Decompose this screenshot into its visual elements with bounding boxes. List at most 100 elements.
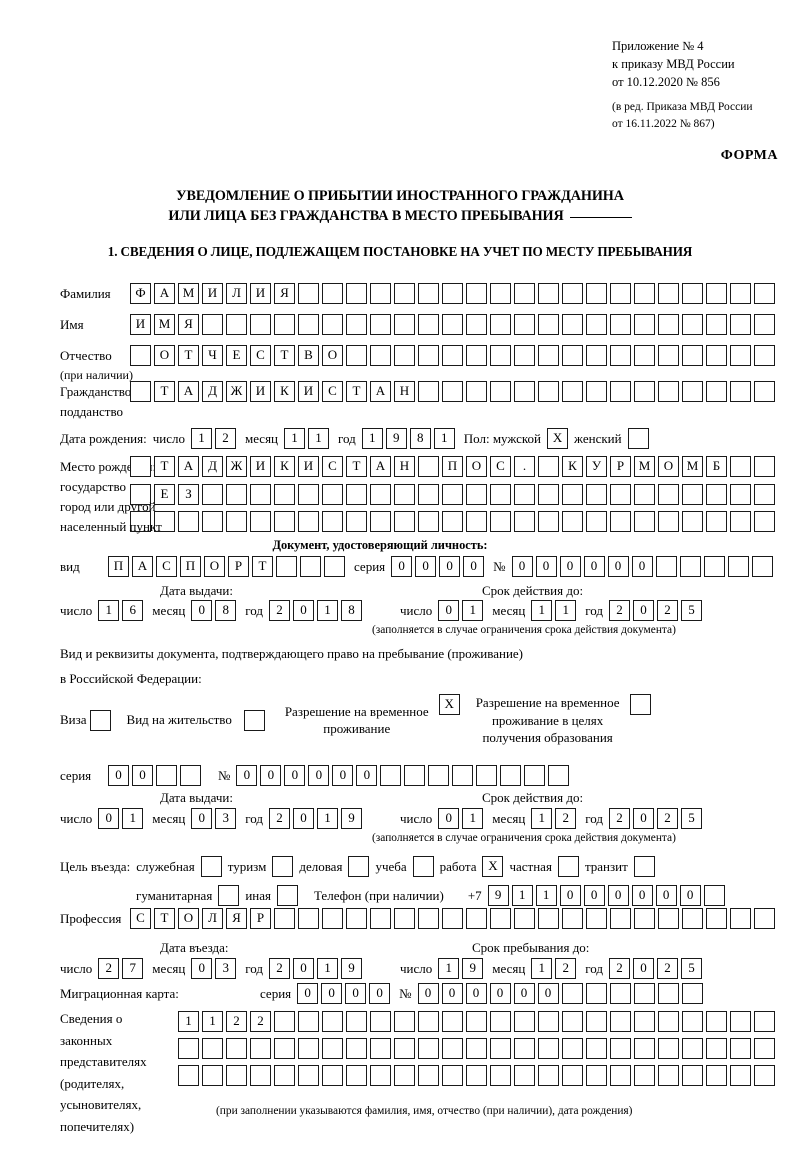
char-cell[interactable]	[442, 1038, 463, 1059]
purpose-option-checkbox[interactable]	[272, 856, 294, 877]
char-cell[interactable]: 0	[607, 556, 629, 577]
purpose-option-checkbox[interactable]	[200, 856, 222, 877]
char-cell[interactable]	[322, 1038, 343, 1059]
char-cell[interactable]: Т	[274, 345, 295, 366]
char-cell[interactable]	[514, 511, 535, 532]
char-cell[interactable]	[610, 1038, 631, 1059]
char-cell[interactable]	[418, 1011, 439, 1032]
char-cell[interactable]: П	[180, 556, 201, 577]
char-cell[interactable]	[250, 1065, 271, 1086]
char-cell[interactable]	[682, 908, 703, 929]
char-cell[interactable]	[634, 1065, 655, 1086]
char-cell[interactable]: С	[490, 456, 511, 477]
char-cell[interactable]	[706, 1038, 727, 1059]
char-cell[interactable]	[586, 908, 607, 929]
char-cell[interactable]	[703, 885, 725, 906]
char-cell[interactable]	[730, 283, 751, 304]
char-cell[interactable]	[250, 1038, 271, 1059]
char-cell[interactable]: К	[562, 456, 583, 477]
char-cell[interactable]: 8	[341, 600, 363, 621]
char-cell[interactable]	[706, 511, 727, 532]
char-cell[interactable]: 9	[385, 428, 407, 449]
char-cell[interactable]	[610, 314, 631, 335]
char-cell[interactable]: 1	[531, 808, 553, 829]
char-cell[interactable]: 2	[214, 428, 236, 449]
char-cell[interactable]	[274, 1065, 295, 1086]
char-cell[interactable]: 1	[433, 428, 455, 449]
char-cell[interactable]	[346, 1038, 367, 1059]
char-cell[interactable]	[586, 511, 607, 532]
purpose-option-checkbox[interactable]	[348, 856, 370, 877]
char-cell[interactable]	[476, 765, 498, 786]
char-cell[interactable]: И	[250, 456, 271, 477]
char-cell[interactable]	[562, 1038, 583, 1059]
char-cell[interactable]: Ж	[226, 381, 247, 402]
char-cell[interactable]	[442, 511, 463, 532]
char-cell[interactable]	[562, 314, 583, 335]
char-cell[interactable]: И	[298, 381, 319, 402]
char-cell[interactable]: З	[178, 484, 199, 505]
char-cell[interactable]: 0	[465, 983, 487, 1004]
char-cell[interactable]	[442, 283, 463, 304]
char-cell[interactable]: А	[178, 456, 199, 477]
char-cell[interactable]: 5	[681, 808, 703, 829]
char-cell[interactable]: 0	[297, 983, 319, 1004]
purpose2-option-checkbox[interactable]	[218, 885, 240, 906]
char-cell[interactable]	[346, 345, 367, 366]
char-cell[interactable]: Л	[202, 908, 223, 929]
purpose-option-checkbox[interactable]: X	[482, 856, 504, 877]
char-cell[interactable]	[754, 345, 775, 366]
char-cell[interactable]	[202, 484, 223, 505]
char-cell[interactable]: 0	[439, 556, 461, 577]
char-cell[interactable]: 7	[122, 958, 144, 979]
char-cell[interactable]	[754, 283, 775, 304]
char-cell[interactable]	[298, 511, 319, 532]
char-cell[interactable]: 2	[609, 808, 631, 829]
char-cell[interactable]: 0	[356, 765, 378, 786]
char-cell[interactable]	[538, 511, 559, 532]
char-cell[interactable]	[130, 381, 151, 402]
char-cell[interactable]: 1	[284, 428, 306, 449]
sex-male-checkbox[interactable]: X	[547, 428, 569, 449]
char-cell[interactable]: 1	[317, 808, 339, 829]
char-cell[interactable]: 2	[269, 600, 291, 621]
char-cell[interactable]	[730, 511, 751, 532]
char-cell[interactable]: О	[466, 456, 487, 477]
char-cell[interactable]	[346, 283, 367, 304]
char-cell[interactable]	[562, 908, 583, 929]
char-cell[interactable]	[706, 908, 727, 929]
char-cell[interactable]	[514, 1011, 535, 1032]
char-cell[interactable]: 0	[415, 556, 437, 577]
char-cell[interactable]	[634, 1038, 655, 1059]
char-cell[interactable]	[586, 381, 607, 402]
char-cell[interactable]	[706, 1065, 727, 1086]
char-cell[interactable]: 0	[583, 885, 605, 906]
char-cell[interactable]: Д	[202, 456, 223, 477]
char-cell[interactable]	[466, 283, 487, 304]
char-cell[interactable]	[682, 1011, 703, 1032]
char-cell[interactable]	[380, 765, 402, 786]
char-cell[interactable]	[442, 484, 463, 505]
char-cell[interactable]: И	[130, 314, 151, 335]
char-cell[interactable]: О	[658, 456, 679, 477]
char-cell[interactable]	[658, 908, 679, 929]
char-cell[interactable]	[298, 314, 319, 335]
char-cell[interactable]	[538, 1011, 559, 1032]
char-cell[interactable]	[754, 1038, 775, 1059]
char-cell[interactable]	[658, 1065, 679, 1086]
char-cell[interactable]: 9	[341, 808, 363, 829]
char-cell[interactable]: С	[250, 345, 271, 366]
char-cell[interactable]	[370, 908, 391, 929]
char-cell[interactable]	[730, 381, 751, 402]
char-cell[interactable]: Я	[178, 314, 199, 335]
char-cell[interactable]	[178, 1065, 199, 1086]
char-cell[interactable]: М	[154, 314, 175, 335]
